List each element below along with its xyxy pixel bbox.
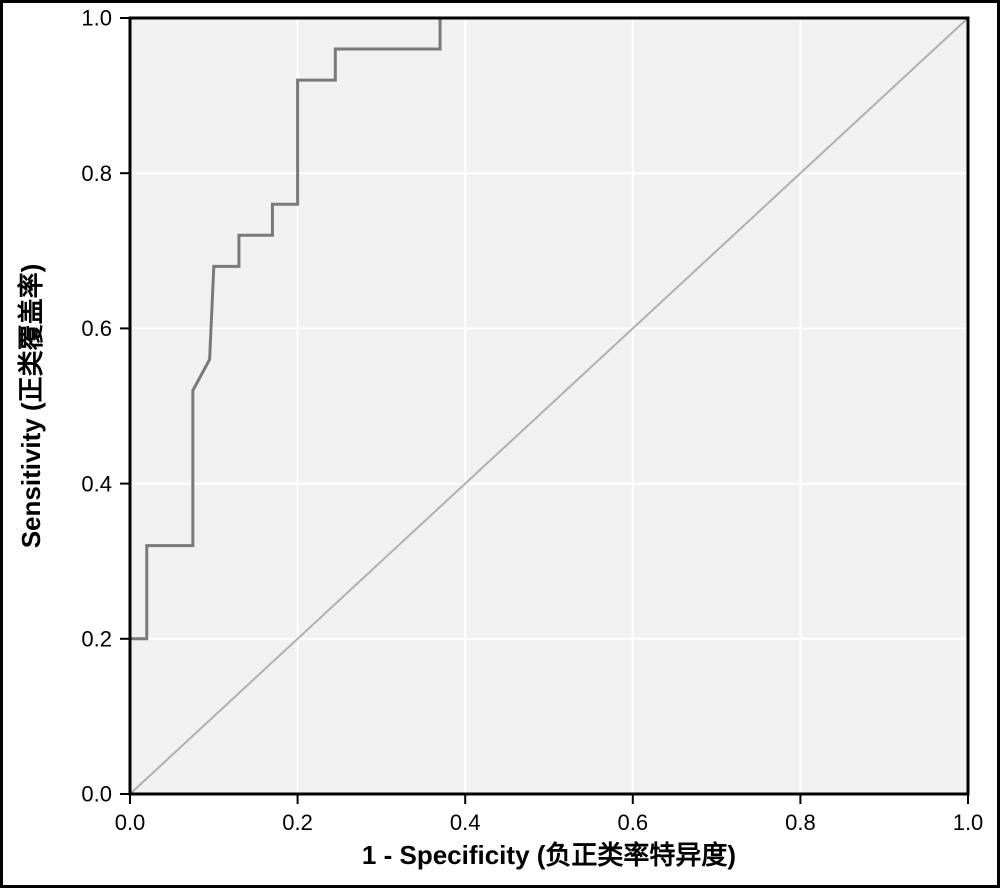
y-tick-label: 1.0 (81, 6, 112, 31)
y-tick-label: 0.4 (81, 471, 112, 496)
x-tick-label: 0.8 (785, 810, 816, 835)
y-tick-label: 0.8 (81, 161, 112, 186)
x-tick-label: 0.6 (618, 810, 649, 835)
roc-chart-svg: 0.0 0.2 0.4 0.6 0.8 1.0 0.0 0.2 0.4 0.6 0.8 1.0 1 - … (0, 0, 1000, 888)
y-tick-label: 0.0 (81, 782, 112, 807)
x-tick-label: 1.0 (953, 810, 984, 835)
x-axis-label: 1 - Specificity (负正类率特异度) (362, 840, 736, 870)
y-axis-label: Sensitivity (正类覆盖率) (16, 264, 46, 549)
x-tick-label: 0.0 (115, 810, 146, 835)
x-tick-label: 0.4 (450, 810, 481, 835)
y-tick-label: 0.2 (81, 627, 112, 652)
x-tick-label: 0.2 (282, 810, 313, 835)
roc-chart: 0.0 0.2 0.4 0.6 0.8 1.0 0.0 0.2 0.4 0.6 0.8 1.0 1 - … (0, 0, 1000, 888)
y-tick-label: 0.6 (81, 316, 112, 341)
